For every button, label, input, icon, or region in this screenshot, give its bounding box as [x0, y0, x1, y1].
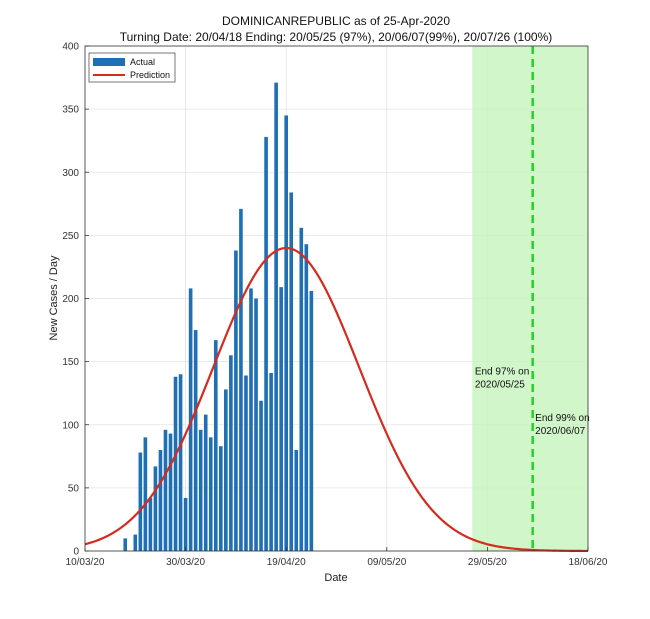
bar [269, 372, 273, 551]
bar [299, 227, 304, 552]
y-tick-label: 50 [68, 483, 80, 494]
x-tick-label: 19/04/20 [267, 557, 306, 568]
bar [218, 446, 223, 551]
legend-box [88, 52, 176, 83]
y-tick-label: 400 [62, 42, 79, 53]
end-annotation-line: 2020/06/07 [535, 426, 585, 437]
bar [193, 330, 198, 551]
bar [148, 497, 153, 551]
bar [153, 466, 158, 551]
bar [208, 437, 213, 551]
y-tick-label: 300 [62, 168, 79, 179]
end-annotation: End 97% on 2020/05/25 [475, 366, 530, 390]
bar [178, 374, 183, 551]
end-annotation-line: End 97% on [475, 366, 530, 377]
x-tick-label: 09/05/20 [367, 557, 406, 568]
bar [138, 452, 143, 551]
bar [309, 290, 314, 551]
bar [254, 298, 258, 551]
x-tick-label: 18/06/20 [569, 557, 608, 568]
y-tick-label: 100 [62, 420, 79, 431]
y-tick-label: 0 [73, 547, 79, 558]
bar [259, 400, 263, 551]
legend-actual-label: Actual [130, 57, 155, 67]
x-tick-label: 30/03/20 [166, 557, 205, 568]
bar [239, 208, 243, 552]
bar [294, 450, 299, 551]
bar [123, 538, 128, 551]
y-tick-label: 150 [62, 357, 79, 368]
bar [224, 389, 228, 551]
bar [279, 287, 283, 551]
bar [183, 497, 188, 551]
bar [264, 136, 268, 551]
bar [188, 288, 193, 551]
bar [229, 355, 233, 551]
y-tick-label: 350 [62, 105, 79, 116]
chart-subtitle: Turning Date: 20/04/18 Ending: 20/05/25 … [120, 30, 553, 44]
chart-title: DOMINICANREPUBLIC as of 25-Apr-2020 [222, 14, 450, 28]
end-annotation-line: End 99% on [535, 413, 590, 424]
bar [249, 288, 253, 551]
bar [289, 192, 294, 551]
bar [213, 340, 218, 551]
end-annotation-line: 2020/05/25 [475, 379, 525, 390]
prediction-layer [84, 246, 589, 553]
y-tick-label: 250 [62, 231, 79, 242]
annotations: End 97% on 2020/05/25 End 99% on 2020/06/07 [475, 366, 590, 437]
shaded-region-layer [472, 45, 588, 552]
bar [304, 244, 309, 551]
bar [284, 115, 289, 551]
y-tick-label: 200 [62, 294, 79, 305]
y-axis-label: New Cases / Day [48, 255, 60, 340]
bar [133, 534, 138, 551]
bar [274, 82, 278, 552]
bars-layer [123, 82, 314, 552]
bar [158, 450, 163, 551]
bar [234, 250, 238, 551]
end-annotation: End 99% on 2020/06/07 [535, 413, 590, 437]
tick-labels: 0 50 100 150 200 250 300 350 400 10/03/20 30/03/20… [62, 42, 608, 569]
bar [198, 429, 203, 551]
x-tick-label: 10/03/20 [66, 557, 105, 568]
legend-prediction-label: Prediction [130, 70, 170, 80]
bar [173, 376, 178, 551]
bar [143, 437, 148, 551]
legend: Actual Prediction [88, 52, 176, 83]
bar [168, 433, 173, 551]
x-axis-label: Date [324, 572, 347, 584]
prediction-line [84, 246, 589, 553]
bar [163, 429, 168, 551]
x-tick-label: 29/05/20 [468, 557, 507, 568]
bar [203, 414, 208, 551]
legend-actual-swatch [93, 58, 125, 66]
bar [244, 375, 248, 551]
